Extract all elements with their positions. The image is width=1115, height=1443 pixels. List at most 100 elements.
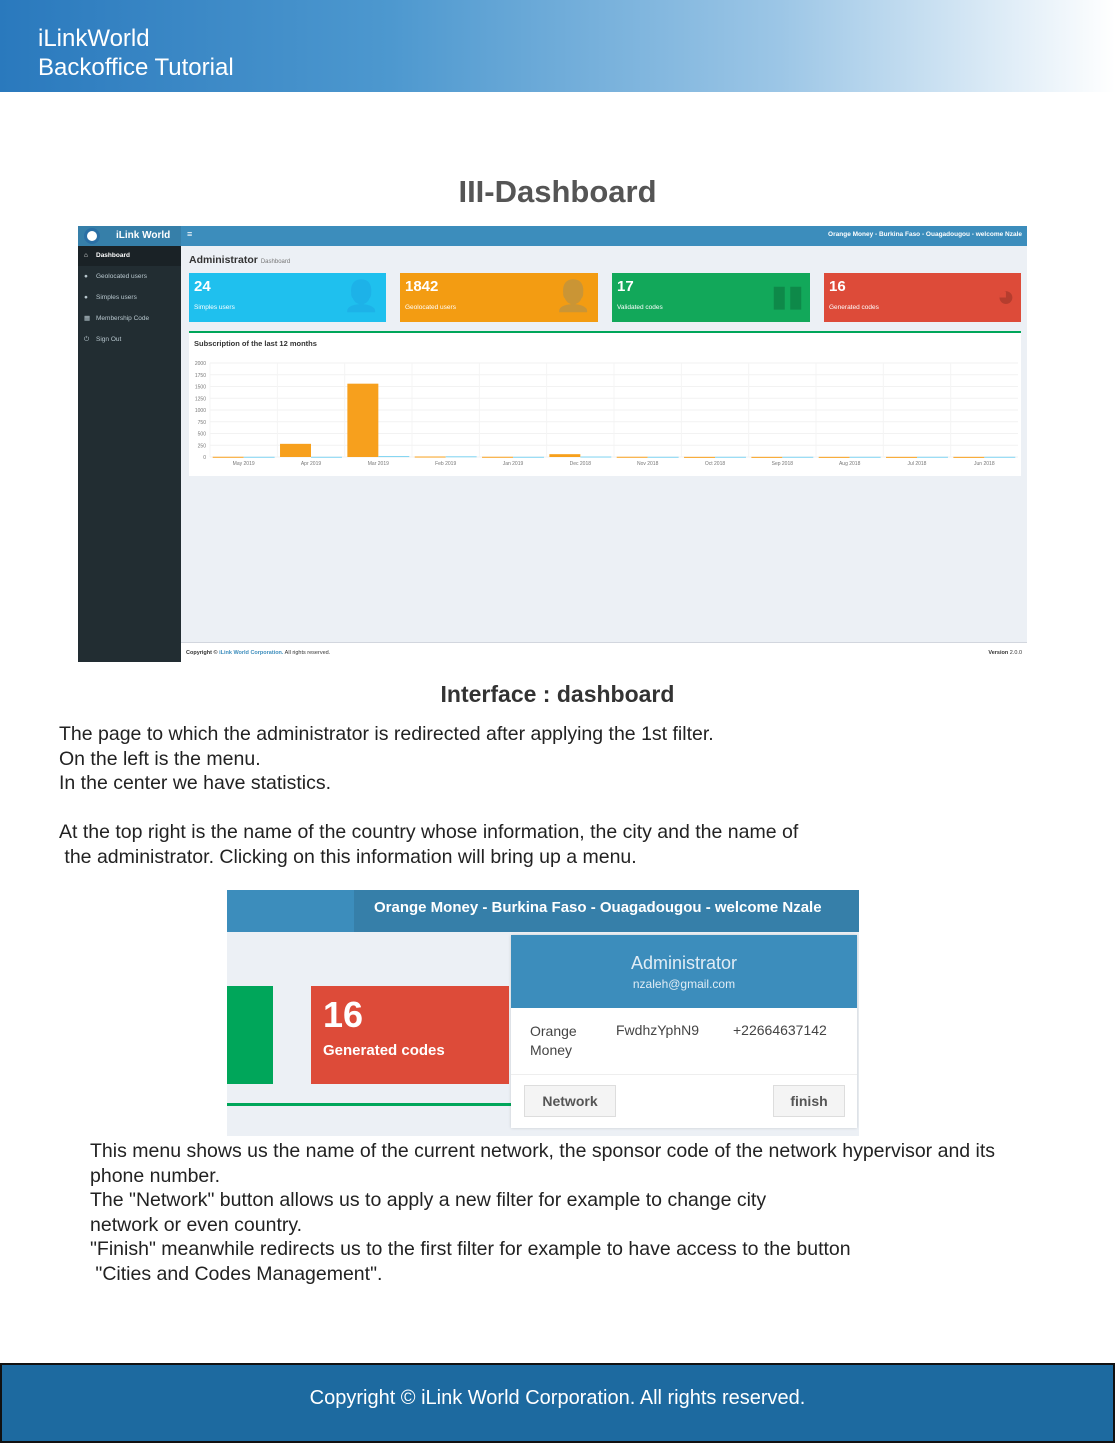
text-line: the administrator. Clicking on this info… [59, 845, 637, 868]
brand-logo[interactable]: iLink World [78, 226, 181, 246]
x-tick-label: Apr 2019 [301, 461, 322, 467]
x-tick-label: Jun 2018 [974, 461, 995, 467]
text-line: network or even country. [90, 1213, 303, 1236]
sidebar-item-simples-users[interactable]: ● Simples users [78, 288, 181, 308]
network-name: Orange Money [530, 1023, 577, 1058]
top-bar: ≡ Orange Money - Burkina Faso - Ouagadou… [181, 226, 1027, 246]
sidebar-item-dashboard[interactable]: ⌂ Dashboard [78, 246, 181, 266]
header-line1: iLinkWorld [38, 25, 150, 52]
x-tick-label: Sep 2018 [772, 461, 794, 467]
menu-toggle-icon[interactable]: ≡ [187, 229, 193, 239]
x-tick-label: Aug 2018 [839, 461, 861, 467]
sidebar-item-geolocated-users[interactable]: ● Geolocated users [78, 267, 181, 287]
bar [886, 456, 917, 458]
text-line: At the top right is the name of the coun… [59, 821, 799, 844]
bar [311, 456, 342, 458]
top-bar: Orange Money - Burkina Faso - Ouagadougo… [227, 890, 859, 932]
card-value: 24 [194, 278, 211, 295]
user-role: Administrator [630, 953, 738, 973]
card-generated-codes[interactable]: 16 Generated codes ◕ [824, 273, 1021, 322]
user-dropdown-menu: Administrator nzaleh@gmail.com Orange Mo… [511, 935, 857, 1128]
bar [751, 456, 783, 458]
globe-icon [84, 228, 100, 244]
document-footer: Copyright © iLink World Corporation. All… [0, 1363, 1115, 1443]
footer-company-link[interactable]: iLink World Corporation. [219, 650, 284, 656]
finish-button[interactable]: finish [773, 1085, 845, 1117]
user-plus-icon: 👤 [554, 280, 592, 313]
subscription-chart: 0 250 500 750 1000 1250 1500 1750 2000 May 2019 Ap… [195, 361, 1018, 467]
dashboard-screenshot: iLink World ≡ Orange Money - Burkina Fas… [78, 226, 1027, 662]
card-generated-codes: 16 Generated codes [311, 986, 509, 1084]
x-tick-label: Oct 2018 [705, 461, 726, 467]
footer-prefix: Copyright © [186, 650, 220, 656]
user-info-menu[interactable]: Orange Money - Burkina Faso - Ouagadougo… [354, 890, 859, 932]
sidebar: ⌂ Dashboard ● Geolocated users ● Simples us… [78, 246, 181, 662]
bar [953, 456, 985, 458]
bar [715, 456, 746, 458]
figure-caption: Interface : dashboard [440, 681, 675, 707]
bar [782, 456, 814, 458]
sidebar-item-sign-out[interactable]: ⏻ Sign Out [78, 330, 181, 350]
paragraph-1: The page to which the administrator is r… [59, 722, 798, 870]
chart-border [227, 1103, 511, 1106]
card-value: 1842 [405, 278, 439, 295]
sidebar-label: Geolocated users [96, 273, 147, 280]
text-line: In the center we have statistics. [59, 772, 332, 795]
bar [414, 456, 446, 458]
phone-number: +22664637142 [733, 1022, 827, 1038]
card-validated-codes-partial [227, 986, 273, 1084]
card-validated-codes[interactable]: 17 Validated codes ▮▮ [612, 273, 810, 322]
sidebar-item-membership-code[interactable]: ▦ Membership Code [78, 309, 181, 329]
text-line [59, 796, 798, 821]
network-button[interactable]: Network [524, 1085, 616, 1117]
sidebar-label: Simples users [96, 294, 137, 301]
version-label: Version [988, 650, 1009, 656]
dropdown-body: Orange Money FwdhzYphN9 +22664637142 [511, 1008, 857, 1075]
bar [549, 454, 581, 457]
card-geolocated-users[interactable]: 1842 Geolocated users 👤 [400, 273, 598, 322]
card-value: 16 [323, 994, 364, 1035]
x-tick-label: May 2019 [233, 461, 255, 467]
y-tick-label: 1500 [195, 385, 206, 391]
y-tick-label: 500 [198, 432, 207, 438]
bar [280, 443, 311, 457]
dropdown-header: Administrator nzaleh@gmail.com [511, 935, 857, 1008]
bar [378, 456, 410, 458]
sidebar-label: Dashboard [96, 252, 130, 259]
card-simples-users[interactable]: 24 Simples users 👤 [189, 273, 386, 322]
users-icon: ● [84, 294, 88, 301]
sidebar-label: Membership Code [96, 315, 150, 322]
x-tick-label: Mar 2019 [368, 461, 389, 467]
page-title-text: Administrator [189, 254, 258, 266]
bar [684, 456, 715, 458]
user-plus-icon: 👤 [342, 280, 380, 313]
version-value: 2.0.0 [1009, 650, 1022, 656]
card-value: 17 [617, 278, 634, 295]
header-line2: Backoffice Tutorial [38, 54, 234, 81]
x-tick-label: Nov 2018 [637, 461, 659, 467]
y-tick-label: 750 [198, 420, 207, 426]
card-label: Generated codes [323, 1042, 445, 1059]
x-tick-label: Jul 2018 [908, 461, 927, 467]
bar [849, 456, 881, 458]
card-label: Generated codes [829, 304, 879, 311]
pie-chart-icon: ◕ [996, 280, 1015, 313]
text-line: "Finish" meanwhile redirects us to the f… [90, 1238, 851, 1261]
x-tick-label: Jan 2019 [503, 461, 524, 467]
section-title: III-Dashboard [458, 174, 657, 209]
user-info-menu[interactable]: Orange Money - Burkina Faso - Ouagadougo… [828, 231, 1022, 238]
bar [445, 456, 477, 458]
bar [482, 456, 513, 458]
y-tick-label: 250 [198, 443, 207, 449]
card-label: Simples users [194, 304, 235, 311]
card-label: Geolocated users [405, 304, 456, 311]
bar [984, 456, 1016, 458]
text-line: phone number. [90, 1164, 221, 1187]
y-tick-label: 0 [203, 455, 206, 461]
text-line: On the left is the menu. [59, 747, 261, 770]
text-line: This menu shows us the name of the curre… [90, 1140, 996, 1162]
power-icon: ⏻ [84, 336, 90, 343]
chart-title: Subscription of the last 12 months [194, 339, 317, 348]
user-menu-screenshot: Orange Money - Burkina Faso - Ouagadougo… [227, 890, 859, 1136]
user-email: nzaleh@gmail.com [632, 977, 736, 991]
